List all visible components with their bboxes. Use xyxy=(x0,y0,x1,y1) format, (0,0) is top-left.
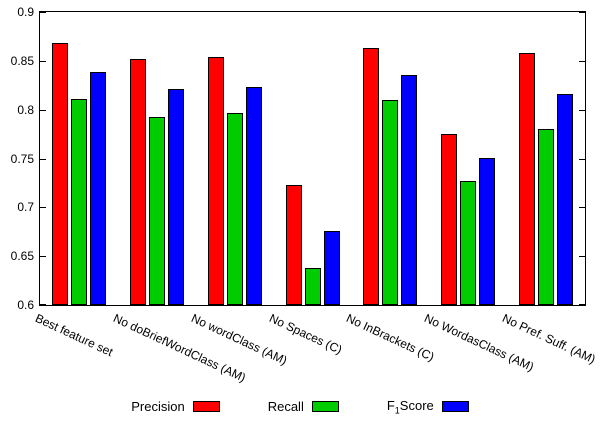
y-tick-label: 0.8 xyxy=(17,102,34,117)
bar-f1-score-2 xyxy=(245,87,262,305)
y-tick-mark-right xyxy=(579,12,585,13)
legend-swatch xyxy=(192,401,220,413)
y-tick-label: 0.65 xyxy=(10,249,34,264)
y-tick-mark-right xyxy=(579,304,585,305)
bar-recall-0 xyxy=(70,98,87,305)
y-tick-mark-left xyxy=(40,256,46,257)
x-category-label: Best feature set xyxy=(33,311,116,360)
bar-precision-4 xyxy=(363,48,380,305)
plot-area xyxy=(39,11,586,306)
bar-f1-score-1 xyxy=(167,89,184,305)
y-tick-mark-left xyxy=(40,304,46,305)
y-tick-mark-right xyxy=(579,110,585,111)
legend-label: Recall xyxy=(267,399,304,415)
legend: Precision Recall F1Score xyxy=(0,398,600,416)
y-tick-mark-right xyxy=(579,159,585,160)
y-tick-label: 0.7 xyxy=(17,200,34,215)
legend-item: F1Score xyxy=(387,398,469,416)
bar-recall-2 xyxy=(226,112,243,305)
bar-f1-score-4 xyxy=(401,74,418,305)
bar-precision-2 xyxy=(207,56,224,305)
bar-f1-score-5 xyxy=(479,157,496,305)
y-tick-mark-left xyxy=(40,110,46,111)
y-tick-mark-right xyxy=(579,256,585,257)
bar-precision-3 xyxy=(285,184,302,305)
legend-item: Precision xyxy=(131,399,220,415)
bar-precision-6 xyxy=(519,53,536,305)
legend-swatch xyxy=(441,401,469,413)
y-tick-label: 0.9 xyxy=(17,5,34,19)
legend-label: Precision xyxy=(131,399,185,415)
y-tick-mark-right xyxy=(579,207,585,208)
y-tick-label: 0.75 xyxy=(10,151,34,166)
y-tick-mark-left xyxy=(40,159,46,160)
x-category-label: No doBriefWordClass (AM) xyxy=(110,311,248,385)
legend-label: F1Score xyxy=(386,398,434,416)
bar-recall-3 xyxy=(304,267,321,305)
y-tick-mark-left xyxy=(40,12,46,13)
y-tick-label: 0.6 xyxy=(17,298,34,312)
bar-recall-5 xyxy=(460,180,477,305)
bar-f1-score-3 xyxy=(323,230,340,305)
bar-precision-1 xyxy=(129,58,146,305)
y-tick-label: 0.85 xyxy=(10,53,34,68)
bar-recall-6 xyxy=(538,129,555,305)
bar-precision-5 xyxy=(441,134,458,305)
legend-swatch xyxy=(311,401,339,413)
y-tick-mark-left xyxy=(40,61,46,62)
y-tick-mark-right xyxy=(579,61,585,62)
bar-precision-0 xyxy=(51,43,68,305)
bar-recall-1 xyxy=(148,116,165,305)
bar-f1-score-6 xyxy=(557,94,574,305)
legend-item: Recall xyxy=(268,399,339,414)
bar-f1-score-0 xyxy=(89,71,106,305)
bar-recall-4 xyxy=(382,99,399,305)
y-tick-mark-left xyxy=(40,207,46,208)
